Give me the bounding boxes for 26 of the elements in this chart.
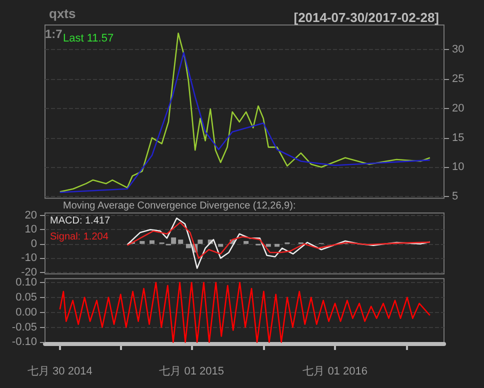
x-tick-label: 七月 01 2016 [302,364,368,378]
y-tick-label: 0 [30,238,37,250]
text: Moving Average Convergence Divergence (12,26,9): [63,200,296,212]
y-tick-label: 15 [452,132,464,144]
y-tick-label: 0.10 [16,276,37,288]
y-tick-label: 30 [452,44,464,56]
annotation: Signal: 1.204 [50,232,109,242]
y-tick-label: -0.05 [12,321,37,334]
y-tick-label: 5 [452,190,458,202]
y-tick-label: -20 [21,266,37,278]
x-tick-label: 七月 30 2014 [27,364,92,378]
y-tick-label: 20 [452,102,464,114]
y-tick-label: 10 [24,224,37,236]
y-tick-label: 25 [452,73,464,86]
y-tick-label: 10 [452,161,464,174]
x-tick-label: 七月 01 2015 [159,364,224,378]
chart-subtitle: [2014-07-30/2017-02-28] [294,10,440,25]
annotation: 1:7 [45,27,63,41]
y-tick-label: -0.10 [12,336,37,348]
chart-title: qxts [49,6,76,21]
y-tick-label: 0.05 [16,291,37,304]
y-tick-label: 20 [24,209,37,222]
annotation: Last 11.57 [63,32,114,44]
y-tick-label: -10 [21,252,37,264]
annotation: MACD: 1.417 [50,216,110,226]
y-tick-label: 0.00 [16,306,37,318]
